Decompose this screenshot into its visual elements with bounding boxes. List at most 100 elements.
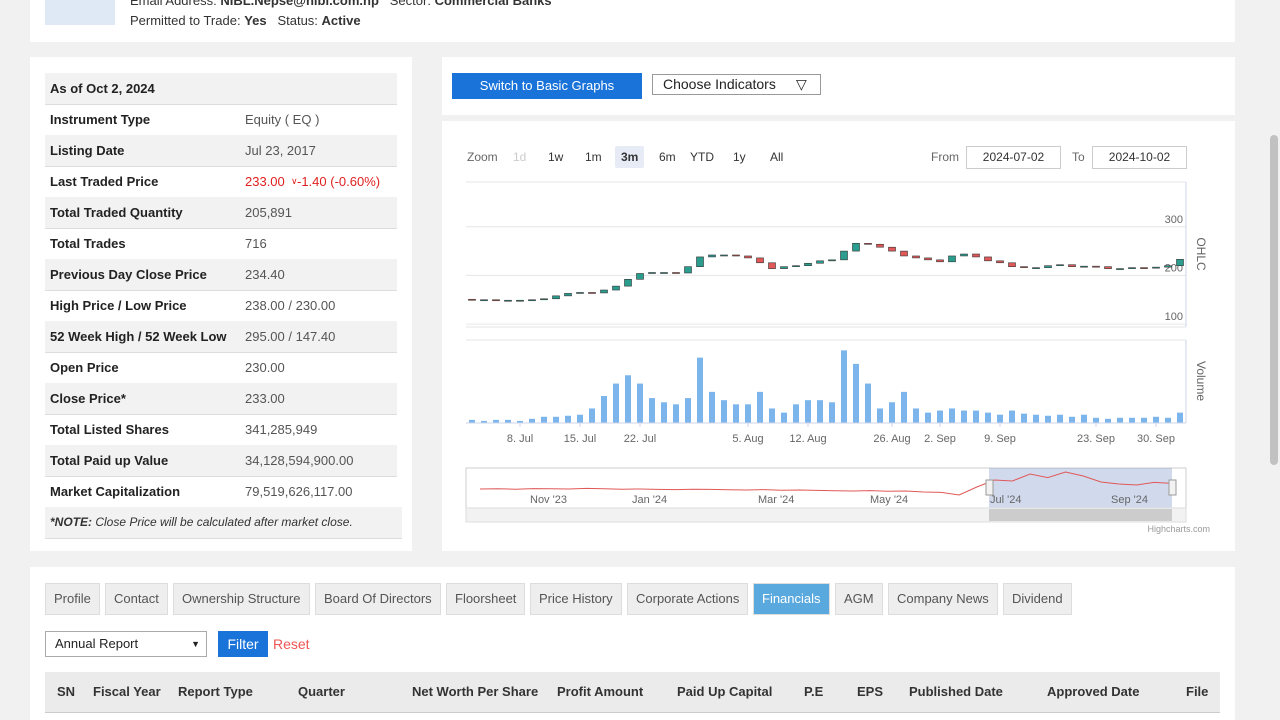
navigator-label: Nov '23 — [530, 494, 567, 506]
axis-title: Volume — [1194, 361, 1208, 401]
zoom-button[interactable]: All — [770, 150, 784, 164]
x-tick-label: 26. Aug — [873, 433, 910, 445]
logo — [45, 0, 115, 25]
candle — [864, 243, 872, 245]
to-label: To — [1072, 150, 1085, 164]
volume-bar — [1009, 410, 1015, 423]
info-value: 230.00 — [245, 360, 285, 375]
volume-bar — [661, 402, 667, 423]
zoom-button[interactable]: 1d — [513, 150, 527, 164]
tab[interactable]: Company News — [888, 583, 998, 615]
zoom-button[interactable]: 1m — [585, 150, 602, 164]
tab[interactable]: Board Of Directors — [315, 583, 441, 615]
tab[interactable]: Ownership Structure — [173, 583, 310, 615]
navigator-handle — [985, 479, 994, 496]
scrollbar-thumb — [989, 509, 1172, 521]
tab[interactable]: Financials — [753, 583, 830, 615]
info-value: 238.00 / 230.00 — [245, 298, 336, 313]
label: Sector: — [389, 0, 431, 8]
x-tick-label: 15. Jul — [564, 433, 596, 445]
candle — [480, 299, 488, 302]
volume-bar — [1153, 416, 1159, 423]
volume-bar — [1117, 417, 1123, 423]
volume-bar — [1141, 417, 1147, 423]
tab[interactable]: Floorsheet — [446, 583, 526, 615]
volume-bar — [697, 357, 703, 423]
candle — [900, 250, 908, 257]
as-of: As of Oct 2, 2024 — [50, 81, 155, 96]
tab[interactable]: Corporate Actions — [627, 583, 749, 615]
tab[interactable]: Price History — [530, 583, 622, 615]
candle — [1044, 265, 1052, 268]
zoom-button[interactable]: YTD — [690, 150, 714, 164]
volume-bar — [529, 418, 535, 423]
candle — [672, 272, 680, 274]
table-header — [45, 672, 1220, 712]
volume-bar — [553, 416, 559, 423]
info-row: High Price / Low Price 238.00 / 230.00 — [45, 290, 397, 322]
volume-bar — [589, 408, 595, 423]
dropdown-label: Choose Indicators — [663, 76, 776, 92]
candle — [816, 260, 824, 264]
volume-bar — [1165, 417, 1171, 423]
zoom-label: Zoom — [467, 150, 498, 164]
column-header: Report Type — [178, 684, 253, 699]
candle — [876, 243, 884, 248]
info-value: Equity ( EQ ) — [245, 112, 320, 127]
volume-bar — [565, 415, 571, 423]
candle — [972, 253, 980, 258]
tab[interactable]: AGM — [835, 583, 883, 615]
reset-link[interactable]: Reset — [273, 636, 310, 652]
info-row: 52 Week High / 52 Week Low 295.00 / 147.4… — [45, 321, 397, 353]
column-header: Quarter — [298, 684, 345, 699]
from-input[interactable]: 2024-07-02 — [966, 146, 1061, 169]
zoom-button[interactable]: 6m — [659, 150, 676, 164]
x-tick-label: 30. Sep — [1137, 433, 1175, 445]
info-label: Instrument Type — [50, 112, 151, 127]
zoom-button[interactable]: 1w — [548, 150, 564, 164]
x-tick-label: 8. Jul — [507, 433, 533, 445]
tab[interactable]: Profile — [45, 583, 100, 615]
volume-bar — [1177, 412, 1183, 423]
filter-button[interactable]: Filter — [218, 631, 268, 657]
tab[interactable]: Contact — [105, 583, 168, 615]
volume-bar — [841, 350, 847, 423]
info-value: 79,519,626,117.00 — [245, 484, 353, 499]
zoom-button[interactable]: 1y — [733, 150, 746, 164]
indicators-dropdown[interactable]: Choose Indicators ▽ — [652, 74, 821, 95]
info-label: Close Price* — [50, 391, 126, 406]
to-input[interactable]: 2024-10-02 — [1092, 146, 1187, 169]
credit: Highcharts.com — [1147, 524, 1210, 534]
candle — [924, 257, 932, 261]
volume-bar — [1033, 414, 1039, 423]
report-select[interactable]: Annual Report ▼ — [45, 631, 207, 657]
switch-button[interactable]: Switch to Basic Graphs — [452, 73, 642, 99]
scrollbar[interactable] — [1268, 0, 1280, 720]
info-row: Instrument Type Equity ( EQ ) — [45, 104, 397, 136]
x-tick-label: 2. Sep — [924, 433, 956, 445]
candle — [504, 299, 512, 302]
candle — [612, 285, 620, 291]
candle — [1092, 265, 1100, 268]
as-of-row: As of Oct 2, 2024 — [45, 73, 397, 105]
tab[interactable]: Dividend — [1003, 583, 1072, 615]
candle — [1152, 266, 1160, 269]
candle — [1080, 265, 1088, 268]
candle — [996, 260, 1004, 264]
volume-bar — [481, 420, 487, 423]
volume-bar — [469, 419, 475, 423]
volume-bar — [865, 383, 871, 423]
volume-bar — [517, 420, 523, 423]
candle — [1068, 264, 1076, 267]
candle — [804, 262, 812, 266]
scroll-thumb[interactable] — [1270, 135, 1278, 465]
volume-bar — [817, 400, 823, 423]
volume-bar — [1093, 417, 1099, 423]
divider — [45, 712, 1220, 713]
info-value: Jul 23, 2017 — [245, 143, 316, 158]
zoom-button[interactable]: 3m — [615, 146, 645, 168]
email[interactable]: NIBL.Nepse@nibl.com.np — [220, 0, 379, 8]
label: Permitted to Trade: — [130, 13, 241, 28]
info-label: Open Price — [50, 360, 119, 375]
x-tick-label: 9. Sep — [984, 433, 1016, 445]
